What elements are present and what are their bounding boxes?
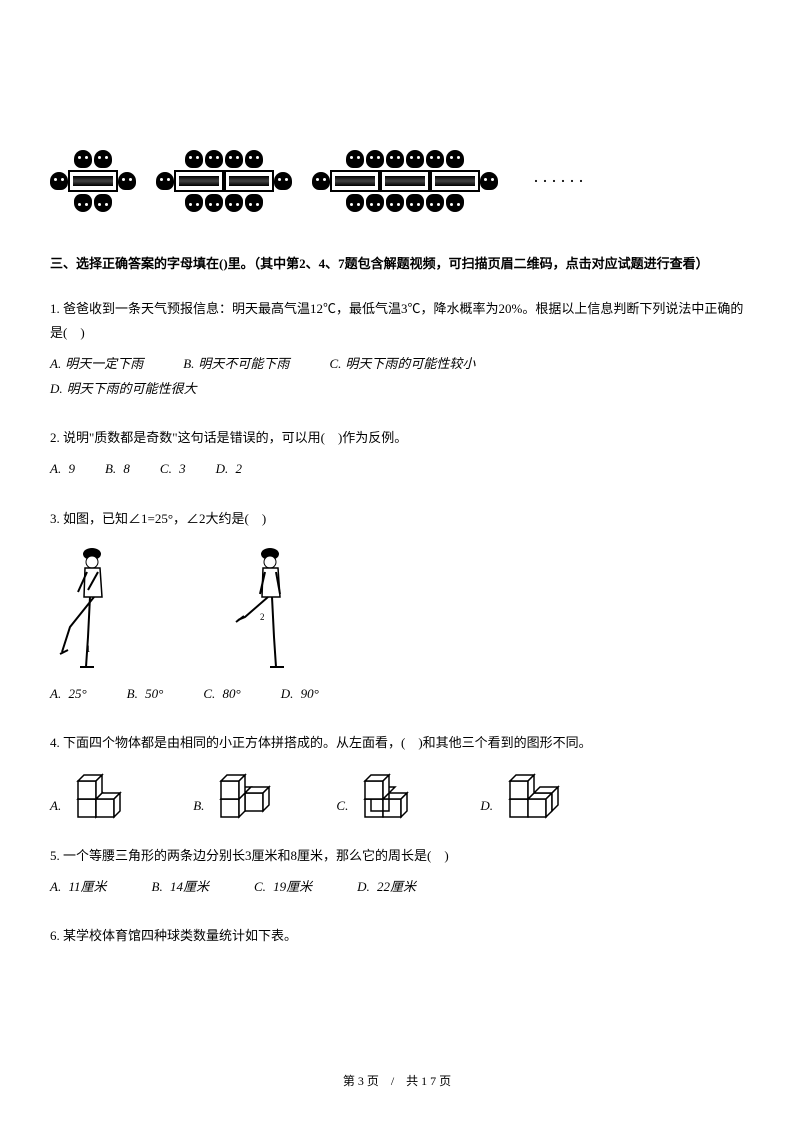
q4-text: 下面四个物体都是由相同的小正方体拼搭成的。从左面看，( )和其他三个看到的图形不… — [63, 735, 592, 750]
q3-opt-d: D. 90° — [281, 682, 319, 707]
section-header: 三、选择正确答案的字母填在()里。（其中第2、4、7题包含解题视频，可扫描页眉二… — [50, 252, 744, 277]
q3-text: 如图，已知∠1=25°，∠2大约是( ) — [63, 511, 266, 526]
q1-opt-a: A.明天一定下雨 — [50, 352, 143, 377]
question-3: 3. 如图，已知∠1=25°，∠2大约是( ) 1 — [50, 507, 744, 706]
q2-opt-d: D. 2 — [216, 457, 242, 482]
q6-num: 6. — [50, 928, 60, 943]
q3-opt-b: B. 50° — [127, 682, 164, 707]
ellipsis: ······ — [533, 164, 587, 198]
q1-text: 爸爸收到一条天气预报信息：明天最高气温12℃，最低气温3℃，降水概率为20%。根… — [50, 301, 743, 341]
tables-people-diagram: ······ — [50, 150, 744, 212]
table-arrangement-3 — [312, 150, 498, 212]
person-head — [50, 172, 68, 190]
q5-text: 一个等腰三角形的两条边分别长3厘米和8厘米，那么它的周长是( ) — [63, 848, 449, 863]
q1-num: 1. — [50, 301, 60, 316]
page-footer: 第 3 页 / 共 1 7 页 — [0, 1070, 794, 1093]
q3-num: 3. — [50, 511, 60, 526]
soldier-1: 1 — [50, 542, 130, 672]
q1-opt-d: D.明天下雨的可能性很大 — [50, 377, 197, 402]
soldier-2: 2 — [230, 542, 310, 672]
q1-opt-b: B.明天不可能下雨 — [183, 352, 289, 377]
svg-text:2: 2 — [260, 612, 265, 622]
q2-text: 说明"质数都是奇数"这句话是错误的，可以用( )作为反例。 — [63, 430, 407, 445]
q2-opt-c: C. 3 — [160, 457, 186, 482]
table-arrangement-2 — [156, 150, 292, 212]
question-6: 6. 某学校体育馆四种球类数量统计如下表。 — [50, 924, 744, 949]
q4-opt-a: A. — [50, 764, 143, 819]
q4-num: 4. — [50, 735, 60, 750]
q4-opt-d: D. — [480, 764, 575, 819]
q5-opt-a: A. 11厘米 — [50, 875, 107, 900]
q4-opt-c: C. — [336, 764, 430, 819]
q5-opt-b: B. 14厘米 — [152, 875, 209, 900]
q1-opt-c: C.明天下雨的可能性较小 — [329, 352, 475, 377]
person-head — [118, 172, 136, 190]
q5-opt-d: D. 22厘米 — [357, 875, 416, 900]
question-1: 1. 爸爸收到一条天气预报信息：明天最高气温12℃，最低气温3℃，降水概率为20… — [50, 297, 744, 402]
q5-num: 5. — [50, 848, 60, 863]
soldier-figures: 1 2 — [50, 542, 744, 672]
q2-opt-a: A. 9 — [50, 457, 75, 482]
q2-opt-b: B. 8 — [105, 457, 130, 482]
q4-opt-b: B. — [193, 764, 286, 819]
table-arrangement-1 — [50, 150, 136, 212]
q3-opt-a: A. 25° — [50, 682, 87, 707]
question-4: 4. 下面四个物体都是由相同的小正方体拼搭成的。从左面看，( )和其他三个看到的… — [50, 731, 744, 819]
q2-num: 2. — [50, 430, 60, 445]
question-2: 2. 说明"质数都是奇数"这句话是错误的，可以用( )作为反例。 A. 9 B.… — [50, 426, 744, 481]
question-5: 5. 一个等腰三角形的两条边分别长3厘米和8厘米，那么它的周长是( ) A. 1… — [50, 844, 744, 899]
q3-opt-c: C. 80° — [203, 682, 240, 707]
svg-text:1: 1 — [86, 644, 91, 654]
q5-opt-c: C. 19厘米 — [254, 875, 312, 900]
q6-text: 某学校体育馆四种球类数量统计如下表。 — [63, 928, 297, 943]
